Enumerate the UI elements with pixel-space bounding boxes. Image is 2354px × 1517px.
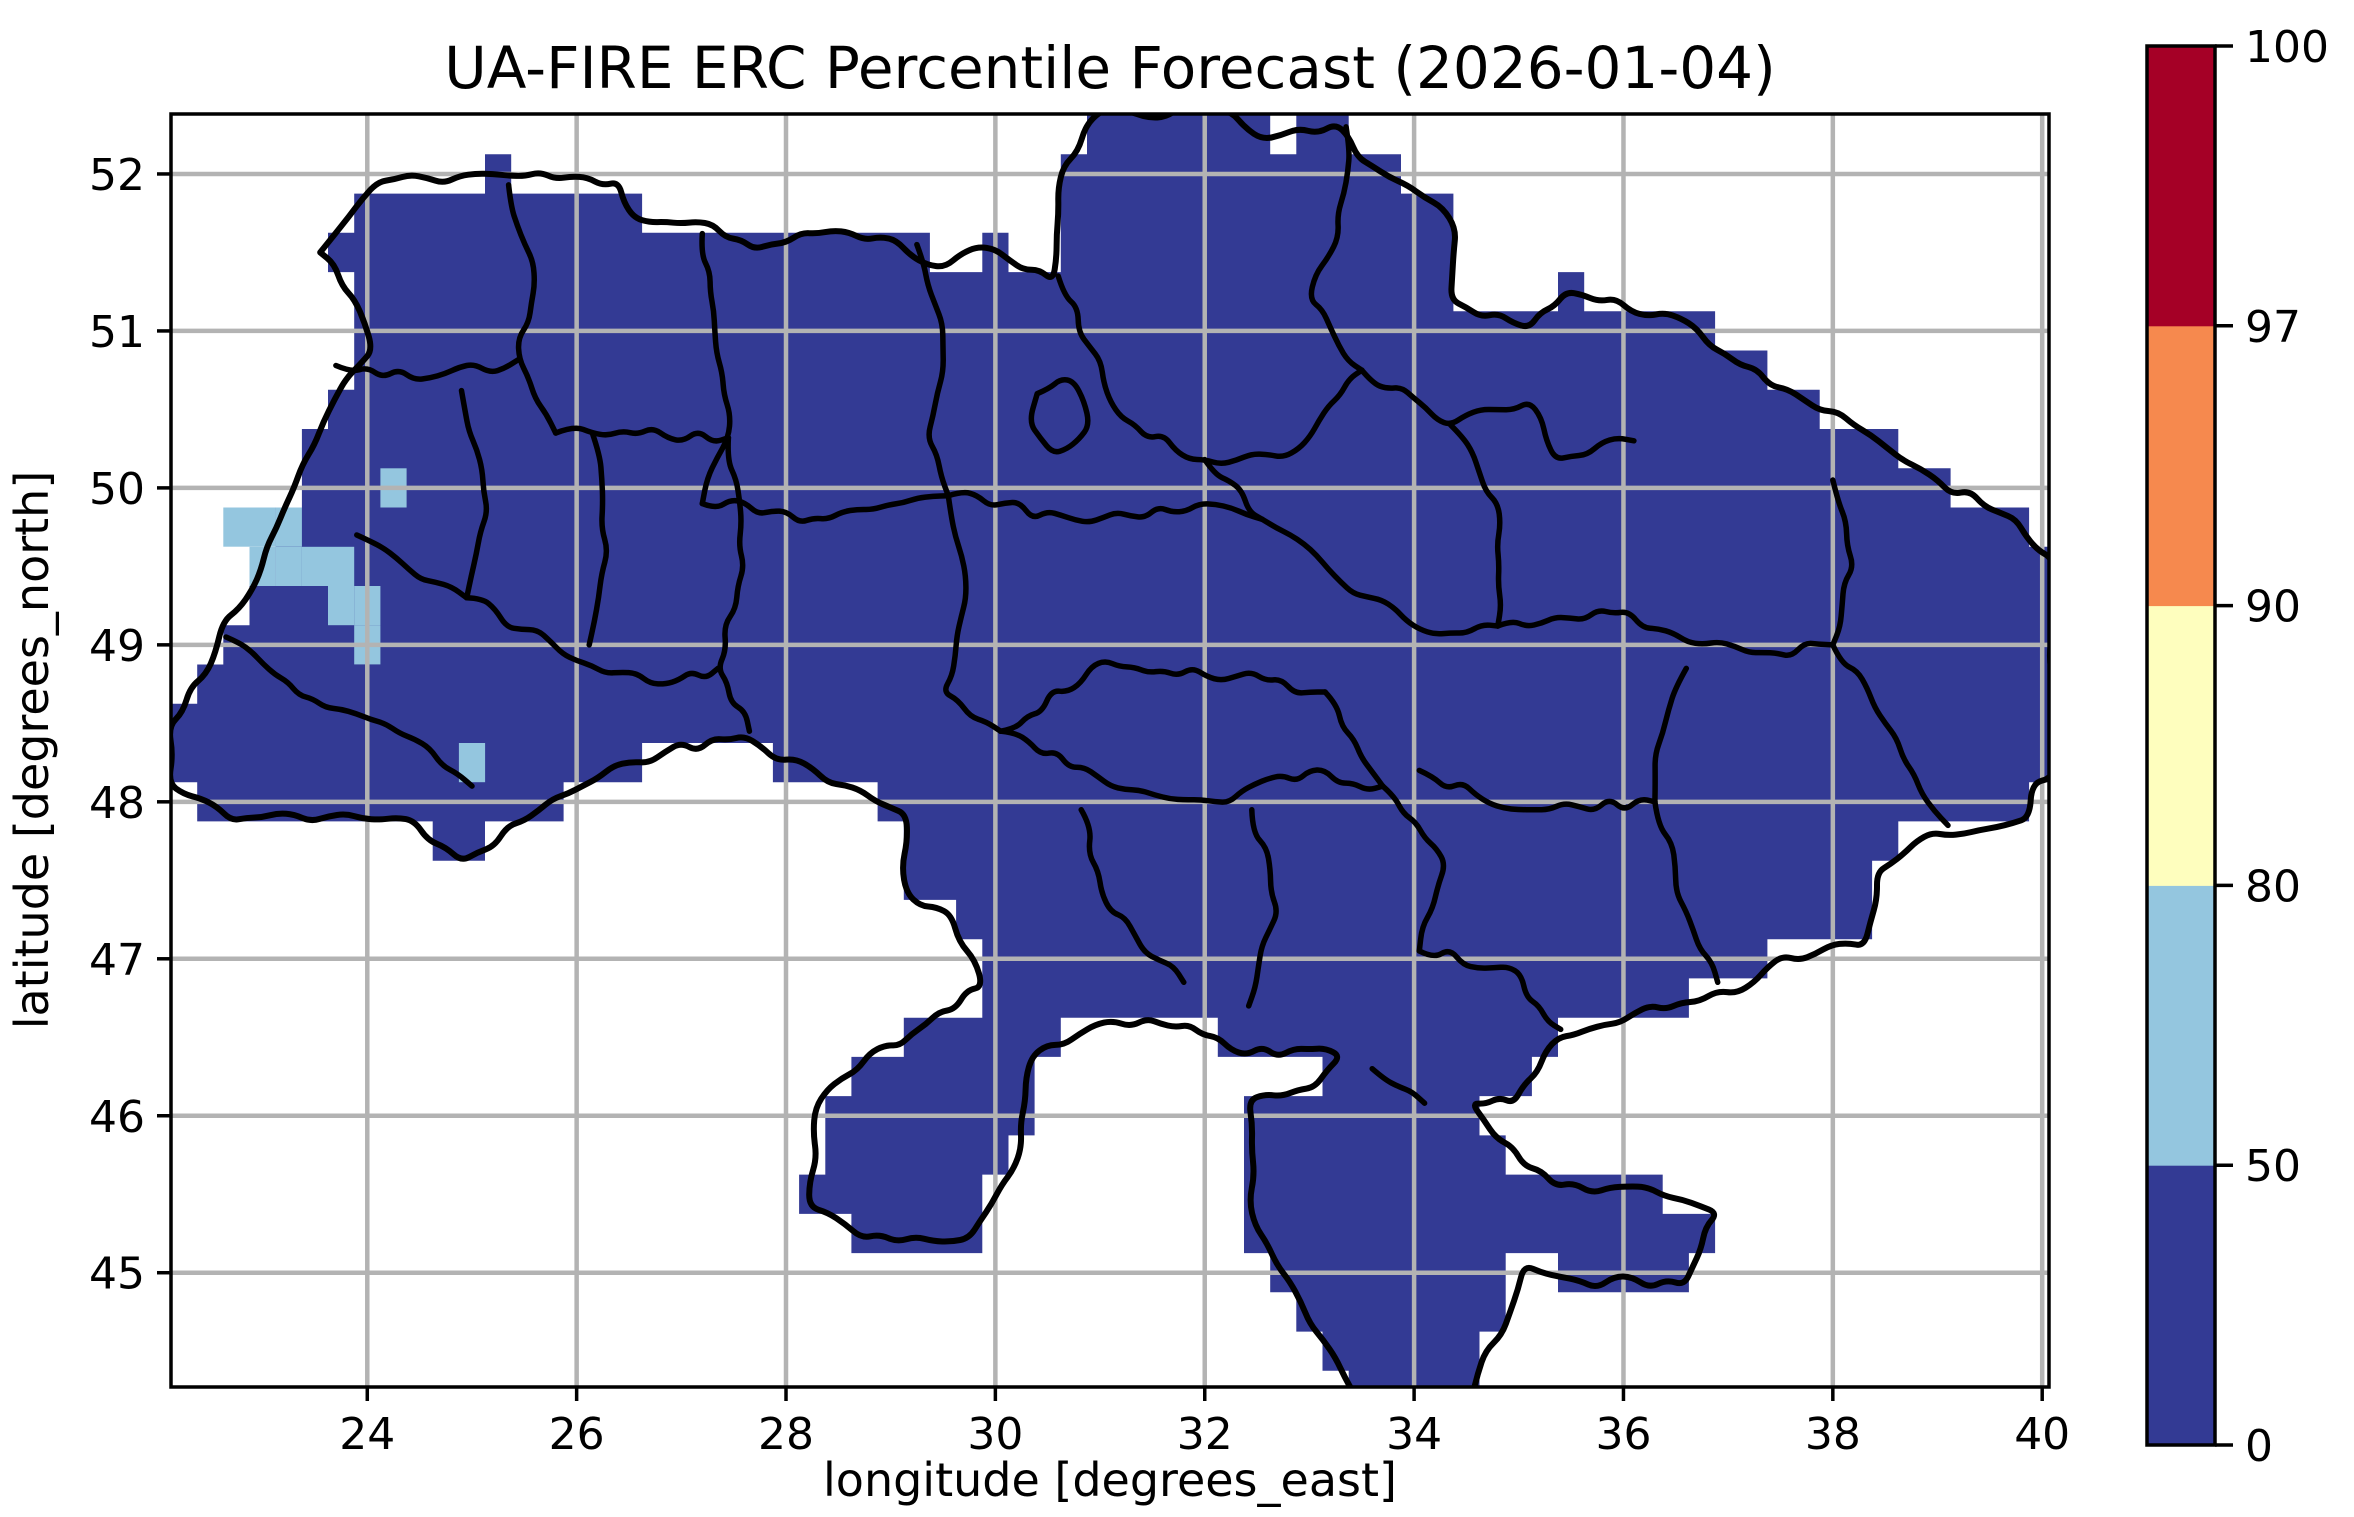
oblast-border bbox=[943, 492, 1004, 734]
anomaly-cell bbox=[275, 546, 302, 586]
y-tick-label: 52 bbox=[89, 150, 145, 201]
anomaly-cell bbox=[328, 546, 355, 586]
y-tick-label: 46 bbox=[89, 1092, 145, 1143]
colorbar-segment bbox=[2147, 1165, 2215, 1446]
y-tick-label: 45 bbox=[89, 1249, 145, 1300]
oblast-border bbox=[552, 425, 732, 444]
oblast-border bbox=[997, 728, 1386, 805]
x-tick-label: 40 bbox=[2014, 1409, 2070, 1460]
oblast-border bbox=[458, 387, 490, 601]
anomaly-cell bbox=[328, 586, 355, 626]
colorbar-segment bbox=[2147, 46, 2215, 327]
colorbar-tick-label: 80 bbox=[2245, 861, 2301, 912]
y-axis-label: latitude [degrees_north] bbox=[5, 471, 59, 1030]
y-tick-label: 47 bbox=[89, 935, 145, 986]
colorbar-frame bbox=[2145, 44, 2217, 1447]
oblast-border bbox=[945, 489, 1266, 525]
oblast-border bbox=[1379, 783, 1447, 954]
oblast-border bbox=[586, 430, 610, 648]
oblast-border bbox=[1055, 273, 1365, 466]
oblast-border bbox=[717, 434, 753, 734]
x-tick-label: 28 bbox=[758, 1409, 814, 1460]
oblast-border bbox=[997, 659, 1328, 734]
oblast-border bbox=[1416, 767, 1658, 813]
colorbar-tick-label: 97 bbox=[2245, 302, 2301, 353]
colorbar-tick-label: 50 bbox=[2245, 1141, 2301, 1192]
national-border bbox=[171, 114, 2049, 1387]
oblast-border bbox=[1359, 367, 1637, 461]
oblast-border bbox=[1369, 1065, 1428, 1106]
x-tick-label: 36 bbox=[1595, 1409, 1651, 1460]
x-tick-label: 34 bbox=[1386, 1409, 1442, 1460]
oblast-border bbox=[699, 492, 952, 524]
oblast-border bbox=[1495, 608, 1836, 658]
colorbar-tick-label: 90 bbox=[2245, 582, 2301, 633]
anomaly-cell bbox=[301, 546, 329, 586]
oblast-border bbox=[1830, 642, 1951, 829]
oblast-border bbox=[463, 595, 721, 687]
oblast-border bbox=[505, 182, 559, 436]
border-layer bbox=[171, 114, 2049, 1387]
oblast-border bbox=[1447, 422, 1504, 629]
oblast-border bbox=[354, 532, 470, 601]
x-tick-label: 24 bbox=[339, 1409, 395, 1460]
oblast-border bbox=[1322, 689, 1386, 789]
oblast-border bbox=[1028, 377, 1091, 455]
anomaly-cell bbox=[223, 507, 250, 547]
plot-title: UA-FIRE ERC Percentile Forecast (2026-01… bbox=[444, 34, 1775, 102]
oblast-border bbox=[914, 241, 952, 499]
colorbar: 0 50 80 90 97 100 bbox=[2145, 22, 2329, 1472]
colorbar-tick-label: 100 bbox=[2245, 22, 2329, 73]
y-tick-label: 50 bbox=[89, 464, 145, 515]
colorbar-tick-label: 0 bbox=[2245, 1421, 2273, 1472]
oblast-border bbox=[333, 356, 522, 382]
oblast-border bbox=[1201, 456, 1501, 637]
colorbar-segment bbox=[2147, 325, 2215, 607]
y-tick-label: 48 bbox=[89, 778, 145, 829]
oblast-border bbox=[1652, 665, 1690, 805]
oblast-border bbox=[1652, 799, 1721, 986]
x-tick-label: 26 bbox=[549, 1409, 605, 1460]
oblast-border bbox=[223, 634, 475, 789]
plot-frame bbox=[169, 112, 2051, 1389]
x-axis-label: longitude [degrees_east] bbox=[823, 1453, 1397, 1507]
oblast-border bbox=[1308, 124, 1365, 373]
colorbar-segment bbox=[2147, 885, 2215, 1166]
oblast-border bbox=[1245, 806, 1279, 1009]
oblast-border bbox=[699, 230, 733, 507]
x-tick-label: 38 bbox=[1805, 1409, 1861, 1460]
axes-layer: 24 26 28 30 32 34 36 38 40 45 46 47 48 49 50 51 52 bbox=[89, 112, 2070, 1460]
colorbar-segment bbox=[2147, 605, 2215, 886]
oblast-border bbox=[1416, 948, 1564, 1033]
y-tick-label: 49 bbox=[89, 621, 145, 672]
x-tick-label: 30 bbox=[967, 1409, 1023, 1460]
x-tick-label: 32 bbox=[1177, 1409, 1233, 1460]
oblast-border bbox=[1078, 806, 1187, 986]
oblast-border bbox=[1830, 477, 1855, 648]
y-tick-label: 51 bbox=[89, 307, 145, 358]
